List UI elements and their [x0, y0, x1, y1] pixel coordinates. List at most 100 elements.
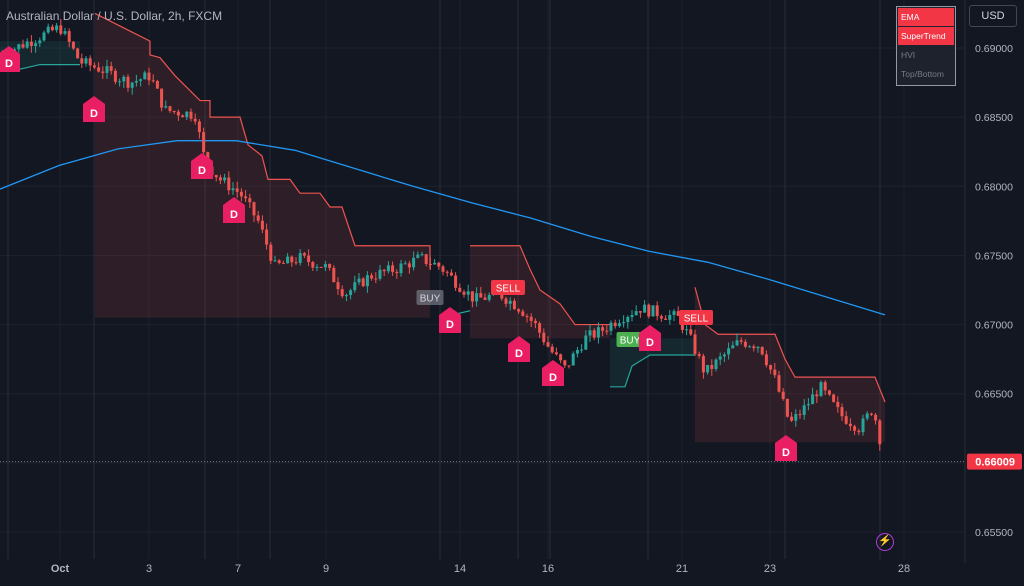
candle-body: [286, 256, 290, 264]
candle-body: [714, 359, 718, 370]
candle-body: [332, 267, 336, 283]
x-tick-label: 14: [454, 563, 466, 575]
candle-body: [785, 398, 789, 417]
candle-body: [554, 352, 558, 355]
candle-body: [664, 318, 668, 320]
candle-body: [659, 316, 663, 319]
candle-body: [542, 332, 546, 343]
candle-body: [365, 275, 369, 287]
candle-body: [113, 70, 117, 82]
candle-body: [235, 188, 239, 192]
candle-body: [130, 82, 134, 88]
candle-body: [88, 58, 92, 66]
d-marker: [542, 360, 564, 386]
candle-body: [55, 25, 59, 31]
candle-body: [538, 323, 542, 333]
candle-body: [437, 262, 441, 267]
candle-body: [647, 304, 651, 317]
candle-body: [836, 401, 840, 408]
candle-body: [815, 394, 819, 397]
candle-body: [626, 317, 630, 323]
candle-body: [563, 360, 567, 366]
candle-body: [781, 391, 785, 399]
candle-body: [790, 416, 794, 421]
candle-body: [298, 253, 302, 263]
supertrend-down-fill: [95, 13, 430, 318]
candle-body: [613, 322, 617, 327]
candle-body: [798, 414, 802, 416]
candle-body: [571, 353, 575, 366]
candle-body: [84, 58, 88, 64]
candle-body: [735, 340, 739, 346]
candle-body: [294, 262, 298, 264]
candle-body: [176, 111, 180, 116]
candle-body: [416, 254, 420, 258]
price-axis[interactable]: [965, 0, 1024, 581]
candle-body: [260, 220, 264, 230]
d-marker: [508, 336, 530, 362]
candle-body: [378, 269, 382, 279]
candle-body: [865, 413, 869, 419]
x-tick-label: 28: [898, 563, 910, 575]
lightning-icon[interactable]: ⚡: [876, 533, 894, 551]
candle-body: [466, 291, 470, 295]
signal-label: SELL: [684, 314, 709, 325]
candle-body: [487, 294, 491, 300]
indicator-toggle-ema[interactable]: EMA: [898, 8, 954, 26]
d-marker: [0, 46, 20, 72]
indicator-toggle-top-bottom[interactable]: Top/Bottom: [898, 65, 954, 83]
candle-body: [101, 71, 105, 73]
candle-body: [197, 121, 201, 133]
d-marker: [775, 435, 797, 461]
candle-body: [193, 118, 197, 122]
d-marker-label: D: [90, 108, 98, 120]
candle-body: [861, 418, 865, 433]
candle-body: [811, 394, 815, 405]
y-tick-label: 0.66500: [975, 389, 1013, 401]
candle-body: [672, 311, 676, 315]
candle-body: [290, 256, 294, 263]
candle-body: [504, 298, 508, 304]
indicator-panel: EMA SuperTrend HVI Top/Bottom: [896, 6, 956, 86]
candle-body: [202, 132, 206, 153]
signal-label-box: [616, 332, 644, 347]
indicator-toggle-hvi[interactable]: HVI: [898, 46, 954, 64]
candle-body: [185, 111, 189, 118]
d-marker-label: D: [446, 319, 454, 331]
candle-body: [181, 115, 185, 118]
candle-body: [806, 404, 810, 406]
d-marker-label: D: [549, 372, 557, 384]
candle-body: [701, 355, 705, 373]
candle-body: [420, 254, 424, 256]
candle-body: [567, 365, 571, 367]
candle-body: [361, 278, 365, 287]
candle-body: [147, 72, 151, 81]
d-marker: [639, 325, 661, 351]
currency-button[interactable]: USD: [969, 5, 1017, 27]
candle-body: [433, 262, 437, 265]
candle-body: [643, 304, 647, 313]
candle-body: [689, 329, 693, 335]
candle-body: [38, 40, 42, 44]
candle-body: [731, 345, 735, 349]
candle-body: [164, 106, 168, 108]
d-marker-label: D: [646, 337, 654, 349]
candle-body: [50, 26, 54, 31]
candle-body: [21, 44, 25, 48]
candle-body: [315, 266, 319, 268]
candle-body: [424, 254, 428, 264]
candle-body: [773, 369, 777, 376]
candle-body: [588, 330, 592, 336]
candle-body: [231, 188, 235, 191]
d-marker-label: D: [5, 58, 13, 70]
candle-body: [353, 282, 357, 291]
candle-body: [319, 266, 323, 268]
signal-label: SELL: [496, 284, 521, 295]
candle-body: [857, 430, 861, 433]
candle-body: [794, 414, 798, 421]
candle-body: [344, 295, 348, 297]
candle-body: [512, 300, 516, 310]
indicator-toggle-supertrend[interactable]: SuperTrend: [898, 27, 954, 45]
